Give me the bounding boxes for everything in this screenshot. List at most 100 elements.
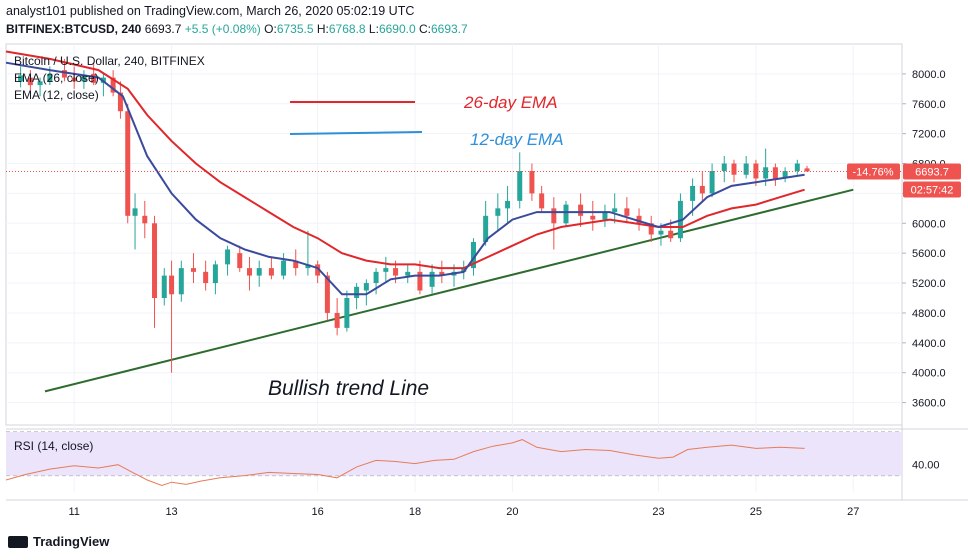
- candle-body: [142, 215, 148, 224]
- candle-body: [334, 312, 340, 328]
- candle-body: [393, 268, 399, 276]
- annotations: 26-day EMA 12-day EMA Bullish trend Line -1…: [268, 93, 961, 400]
- candle-body: [363, 283, 369, 291]
- y-tick-label: 4800.0: [912, 308, 946, 320]
- candle-body: [551, 208, 557, 224]
- candle-body: [804, 168, 810, 172]
- candle-body: [470, 241, 476, 269]
- candle-body: [731, 163, 737, 175]
- close-label: C:: [418, 22, 431, 36]
- legend-title[interactable]: Bitcoin / U.S. Dollar, 240, BITFINEX: [14, 54, 205, 68]
- publish-text: analyst101 published on TradingView.com,…: [6, 4, 415, 18]
- ema12-line: [5, 61, 805, 296]
- candle-body: [461, 268, 467, 272]
- candle-body: [18, 75, 24, 82]
- candle-body: [117, 92, 123, 112]
- candle-body: [602, 212, 608, 220]
- y-tick-label: 7600.0: [912, 99, 946, 111]
- legend-rsi[interactable]: RSI (14, close): [14, 439, 94, 453]
- candle-body: [293, 260, 299, 269]
- x-tick-label: 13: [165, 506, 177, 518]
- ema26-line: [5, 50, 805, 270]
- open-value: 6735.5: [276, 22, 314, 36]
- candle-body: [305, 264, 311, 269]
- bullish-trend-line: [44, 188, 854, 393]
- candle-body: [110, 77, 116, 93]
- candle-body: [439, 271, 445, 276]
- candle-body: [590, 215, 596, 220]
- rsi-line: [5, 439, 805, 487]
- high-value: 6768.8: [328, 22, 366, 36]
- candle-body: [344, 298, 350, 328]
- candle-body: [125, 111, 131, 216]
- candle-body: [212, 264, 218, 284]
- candle-body: [539, 193, 545, 209]
- symbol-label: BITFINEX:BTCUSD, 240: [6, 22, 142, 36]
- legend-ema26[interactable]: EMA (26, close): [14, 71, 99, 85]
- candle-body: [71, 77, 77, 82]
- ema26-annotation: 26-day EMA: [463, 93, 558, 112]
- ohlc-header: BITFINEX:BTCUSD, 240 6693.7 +5.5 (+0.08%…: [6, 22, 468, 36]
- candles-layer: [5, 50, 902, 487]
- change-value: +5.5 (+0.08%): [184, 22, 261, 36]
- candle-body: [383, 268, 389, 272]
- candle-body: [782, 171, 788, 179]
- price-badge-bg: [903, 163, 961, 180]
- candle-body: [624, 208, 630, 216]
- candle-body: [132, 208, 138, 216]
- candle-body: [668, 230, 674, 239]
- countdown-badge: 02:57:42: [911, 184, 954, 196]
- candle-body: [203, 271, 209, 284]
- brand-name: TradingView: [33, 534, 110, 549]
- candle-body: [505, 200, 511, 209]
- percent-badge-bg: [847, 163, 900, 180]
- candle-body: [699, 185, 705, 194]
- low-label: L:: [368, 22, 379, 36]
- candle-body: [753, 163, 759, 179]
- last-price: 6693.7: [144, 22, 182, 36]
- candle-body: [91, 73, 97, 83]
- y-tick-label: 4000.0: [912, 368, 946, 380]
- candle-body: [315, 264, 321, 276]
- candle-body: [648, 223, 654, 235]
- axes: 3600.0 4000.0 4400.0 4800.0 5200.0 5600.0 6000…: [68, 69, 945, 518]
- y-tick-label: 5600.0: [912, 248, 946, 260]
- rsi-tick-label: 40.00: [912, 460, 940, 472]
- x-tick-label: 16: [312, 506, 324, 518]
- legend-ema12[interactable]: EMA (12, close): [14, 88, 99, 102]
- grid: [5, 43, 968, 501]
- candle-body: [161, 275, 167, 298]
- rsi-band: [6, 432, 902, 476]
- price-badge: 6693.7: [915, 166, 949, 178]
- y-tick-label: 4400.0: [912, 338, 946, 350]
- x-tick-label: 11: [68, 506, 79, 518]
- candle-body: [237, 253, 243, 269]
- publish-info: analyst101 published on TradingView.com,…: [6, 4, 414, 18]
- candle-body: [47, 73, 53, 82]
- candle-body: [529, 171, 535, 194]
- candle-body: [563, 204, 569, 224]
- x-tick-label: 23: [652, 506, 664, 518]
- x-tick-label: 20: [506, 506, 518, 518]
- candle-body: [37, 81, 43, 86]
- tradingview-brand[interactable]: TradingView: [8, 534, 109, 549]
- countdown-badge-bg: [903, 181, 961, 198]
- candle-body: [658, 230, 664, 235]
- candle-body: [81, 75, 87, 82]
- candle-body: [721, 163, 727, 171]
- x-tick-label: 27: [847, 506, 859, 518]
- y-tick-label: 3600.0: [912, 398, 946, 410]
- ema12-annotation: 12-day EMA: [470, 130, 564, 149]
- candle-body: [246, 268, 252, 276]
- candle-body: [268, 268, 274, 276]
- candle-body: [354, 286, 360, 298]
- candle-body: [169, 275, 175, 295]
- candle-body: [743, 163, 749, 175]
- candle-body: [324, 275, 330, 313]
- candle-body: [772, 167, 778, 179]
- candle-body: [483, 215, 489, 242]
- y-tick-label: 7200.0: [912, 129, 946, 141]
- high-label: H:: [316, 22, 329, 36]
- candle-body: [794, 163, 800, 171]
